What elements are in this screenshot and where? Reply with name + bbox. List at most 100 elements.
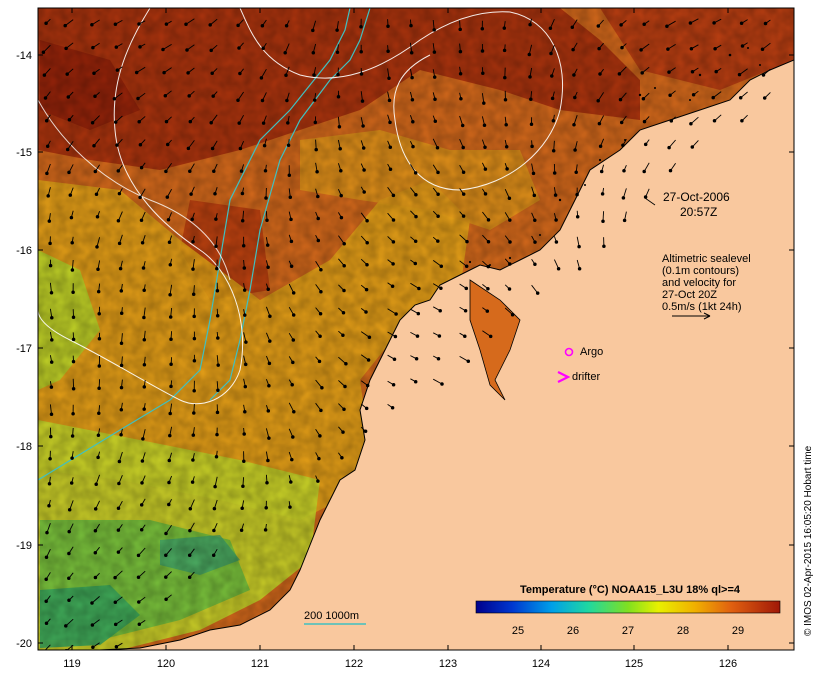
- velocity-arrowhead: [386, 24, 390, 28]
- velocity-arrowhead: [436, 239, 440, 243]
- velocity-arrowhead: [93, 550, 98, 555]
- velocity-arrowhead: [165, 195, 170, 199]
- velocity-arrowhead: [413, 379, 418, 384]
- velocity-arrowhead: [97, 411, 101, 415]
- velocity-arrowhead: [503, 98, 508, 102]
- velocity-arrowhead: [142, 407, 146, 411]
- velocity-arrowhead: [209, 48, 213, 53]
- velocity-arrowhead: [70, 434, 75, 438]
- velocity-arrowhead: [554, 240, 559, 244]
- velocity-arrowhead: [259, 76, 264, 80]
- velocity-arrowhead: [572, 122, 576, 127]
- velocity-arrowhead: [481, 71, 485, 75]
- velocity-arrowhead: [483, 192, 488, 196]
- velocity-arrowhead: [113, 600, 118, 605]
- colorbar: Temperature (°C) NOAA15_L3U 18% ql>=4 25…: [475, 584, 781, 637]
- velocity-arrowhead: [571, 47, 575, 52]
- velocity-arrowhead: [71, 337, 76, 342]
- x-axis: 119 120 121 122 123 124 125 126: [63, 8, 737, 670]
- velocity-arrowhead: [291, 360, 295, 365]
- velocity-arrowhead: [189, 192, 193, 196]
- velocity-arrowhead: [317, 456, 321, 461]
- velocity-arrowhead: [391, 193, 396, 198]
- colorbar-tick-label: 25: [512, 625, 524, 637]
- velocity-arrowhead: [95, 215, 100, 219]
- velocity-arrowhead: [243, 362, 248, 367]
- velocity-arrowhead: [388, 120, 392, 125]
- velocity-arrowhead: [458, 49, 463, 54]
- velocity-arrowhead: [365, 240, 369, 245]
- velocity-arrowhead: [91, 645, 95, 649]
- velocity-arrowhead: [119, 363, 124, 368]
- velocity-arrowhead: [548, 26, 553, 31]
- velocity-arrowhead: [367, 335, 372, 340]
- velocity-arrowhead: [212, 528, 216, 533]
- velocity-arrowhead: [192, 411, 196, 415]
- velocity-arrowhead: [192, 359, 197, 363]
- velocity-arrowhead: [65, 72, 69, 76]
- velocity-arrowhead: [95, 245, 99, 249]
- velocity-arrowhead: [464, 286, 469, 291]
- velocity-arrowhead: [364, 287, 369, 292]
- velocity-arrowhead: [460, 123, 465, 128]
- velocity-arrowhead: [115, 143, 119, 147]
- velocity-arrowhead: [319, 408, 323, 413]
- velocity-arrowhead: [575, 192, 579, 197]
- velocity-arrowhead: [90, 623, 95, 627]
- velocity-arrowhead: [191, 458, 195, 462]
- velocity-arrowhead: [113, 575, 117, 580]
- velocity-arrowhead: [619, 23, 623, 27]
- velocity-arrowhead: [620, 45, 624, 50]
- velocity-arrowhead: [597, 121, 602, 126]
- velocity-arrowhead: [241, 484, 245, 488]
- velocity-arrowhead: [215, 314, 220, 318]
- velocity-arrowhead: [596, 24, 601, 28]
- velocity-arrowhead: [598, 144, 603, 148]
- drifter-marker-icon: [557, 371, 571, 383]
- velocity-arrowhead: [409, 50, 414, 55]
- velocity-arrowhead: [414, 357, 419, 361]
- velocity-arrowhead: [640, 71, 644, 75]
- velocity-arrowhead: [138, 45, 142, 49]
- y-tick-label: -16: [16, 245, 32, 257]
- velocity-arrowhead: [286, 121, 290, 125]
- velocity-arrowhead: [216, 336, 220, 340]
- velocity-arrowhead: [363, 429, 368, 434]
- velocity-arrowhead: [115, 68, 120, 72]
- velocity-arrowhead: [47, 219, 52, 223]
- plot-frame: [37, 7, 795, 651]
- velocity-arrowhead: [265, 243, 270, 247]
- velocity-arrowhead: [210, 71, 214, 76]
- velocity-arrowhead: [264, 196, 268, 200]
- velocity-arrowhead: [359, 25, 363, 29]
- velocity-arrowhead: [168, 292, 172, 297]
- velocity-arrowhead: [388, 167, 393, 171]
- velocity-arrowhead: [116, 506, 121, 510]
- velocity-arrowhead: [553, 193, 558, 197]
- velocity-arrowhead: [215, 266, 219, 271]
- velocity-arrowhead: [166, 218, 171, 222]
- velocity-arrowhead: [411, 120, 415, 124]
- velocity-arrowhead: [317, 359, 322, 364]
- velocity-arrowhead: [739, 21, 744, 25]
- velocity-arrowhead: [169, 384, 173, 389]
- velocity-arrowhead: [209, 121, 213, 125]
- velocity-arrowhead: [336, 95, 341, 99]
- velocity-arrowhead: [142, 338, 147, 342]
- velocity-arrowhead: [762, 96, 767, 100]
- velocity-arrowhead: [44, 577, 48, 581]
- velocity-arrowhead: [67, 598, 71, 603]
- velocity-arrowhead: [45, 171, 49, 176]
- velocity-arrowhead: [265, 218, 269, 222]
- velocity-arrowhead: [527, 52, 532, 57]
- velocity-arrowhead: [550, 96, 555, 101]
- velocity-arrowhead: [342, 407, 346, 412]
- velocity-arrowhead: [414, 214, 418, 219]
- velocity-arrowhead: [341, 311, 346, 315]
- velocity-arrowhead: [164, 597, 168, 601]
- velocity-arrowhead: [465, 239, 469, 244]
- velocity-arrowhead: [459, 96, 463, 101]
- x-tick-label: 124: [532, 658, 550, 670]
- velocity-arrowhead: [432, 50, 437, 54]
- velocity-arrowhead: [666, 47, 670, 51]
